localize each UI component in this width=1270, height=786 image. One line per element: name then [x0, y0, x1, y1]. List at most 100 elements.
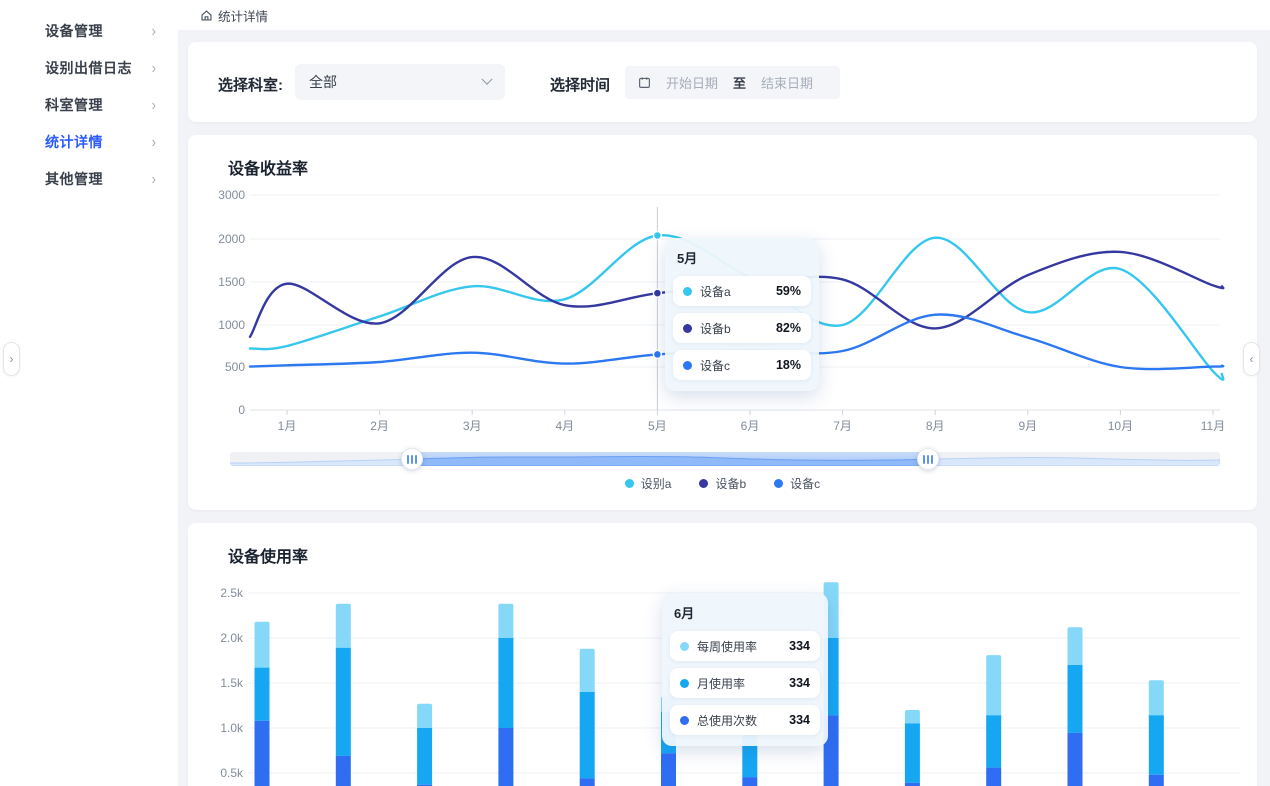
tooltip-month: 5月	[677, 251, 698, 266]
home-icon	[201, 9, 212, 21]
chevron-right-icon: ›	[151, 58, 156, 77]
series-c-dot-icon	[683, 360, 692, 370]
chevron-right-icon: ›	[151, 21, 156, 40]
total-usage-dot-icon	[680, 715, 689, 725]
sidebar-item-label: 其他管理	[45, 170, 103, 187]
y-axis-label: 1.0k	[220, 721, 244, 735]
x-axis-label: 9月	[1018, 419, 1037, 433]
sidebar-item-label: 设别出借日志	[45, 59, 132, 76]
chart-legend: 设别a 设备b 设备c	[188, 475, 1257, 492]
y-axis-labels: 3000 2000 1500 1000 500 0	[218, 188, 245, 417]
start-date-input[interactable]: 开始日期	[666, 76, 719, 91]
x-axis-label: 7月	[833, 419, 852, 433]
usage-tooltip: 6月 每周使用率 334 月使用率 334 总使用次数 334	[662, 593, 828, 746]
department-select[interactable]: 全部	[295, 64, 505, 100]
bar-5月	[579, 648, 595, 786]
series-a-dot-icon	[683, 286, 692, 296]
sidebar: 设备管理 › 设别出借日志 › 科室管理 › 统计详情 › 其他管理 ›	[0, 0, 178, 786]
y-axis-label: 2000	[218, 232, 245, 246]
y-axis-label: 3000	[218, 188, 245, 202]
legend-item-b[interactable]: 设备b	[699, 475, 746, 492]
monthly-usage-dot-icon	[680, 678, 689, 688]
sidebar-nav: 设备管理 › 设别出借日志 › 科室管理 › 统计详情 › 其他管理 ›	[0, 0, 178, 197]
x-axis-label: 2月	[370, 419, 389, 433]
y-axis-labels: 2.5k 2.0k 1.5k 1.0k 0.5k	[220, 586, 244, 780]
y-axis-label: 1.5k	[220, 676, 244, 690]
department-select-value: 全部	[309, 74, 337, 90]
x-axis-label: 8月	[926, 419, 945, 433]
tooltip-month: 6月	[674, 606, 695, 621]
bar-2月	[335, 603, 351, 786]
bar-1月	[254, 621, 270, 786]
bar-10月	[986, 655, 1002, 786]
legend-c-dot-icon	[774, 479, 784, 488]
series-b-dot-icon	[683, 323, 692, 333]
y-axis-label: 0	[238, 403, 245, 417]
bar-4月	[498, 603, 514, 786]
revenue-chart-card: 设备收益率 3000 2000 1500 1000 500 0 1月 2月 3月 4月 5月 6月 7月…	[188, 135, 1257, 510]
y-axis-label: 500	[225, 360, 245, 374]
sidebar-item-0[interactable]: 设备管理 ›	[0, 12, 178, 49]
highlight-point	[652, 230, 663, 241]
x-axis-label: 5月	[648, 419, 667, 433]
y-axis-label: 1000	[218, 318, 245, 332]
tooltip-row: 月使用率 334	[670, 668, 820, 698]
datazoom-left-handle[interactable]	[401, 448, 423, 470]
sidebar-item-2[interactable]: 科室管理 ›	[0, 86, 178, 123]
highlight-point	[652, 349, 663, 360]
weekly-usage-dot-icon	[680, 641, 689, 651]
usage-bar-chart: 2.5k 2.0k 1.5k 1.0k 0.5k	[220, 582, 1240, 786]
date-range-picker[interactable]: 开始日期 至 结束日期	[625, 66, 840, 99]
breadcrumb-title: 统计详情	[218, 9, 269, 24]
datazoom-brush[interactable]	[230, 448, 1220, 470]
legend-a-dot-icon	[624, 479, 634, 488]
calendar-icon	[639, 77, 650, 88]
legend-item-a[interactable]: 设别a	[624, 475, 671, 492]
chevron-right-icon: ›	[151, 95, 156, 114]
x-axis-label: 11月	[1201, 419, 1225, 433]
sidebar-item-4[interactable]: 其他管理 ›	[0, 160, 178, 197]
bar-9月	[904, 710, 920, 786]
bar-3月	[417, 703, 433, 786]
expand-left-panel-button[interactable]: ›	[3, 342, 20, 376]
x-axis: 1月 2月 3月 4月 5月 6月 7月 8月 9月 10月 11月	[278, 410, 1225, 433]
y-axis-label: 0.5k	[220, 766, 244, 780]
department-filter-label: 选择科室:	[218, 77, 283, 94]
sidebar-item-label: 设备管理	[45, 22, 103, 39]
bar-11月	[1067, 627, 1083, 786]
x-axis-label: 3月	[463, 419, 482, 433]
revenue-chart-title: 设备收益率	[228, 161, 309, 178]
end-date-input[interactable]: 结束日期	[761, 76, 814, 91]
sidebar-item-3[interactable]: 统计详情 ›	[0, 123, 178, 160]
bar-12月	[1148, 680, 1164, 786]
y-axis-label: 2.0k	[220, 631, 244, 645]
tooltip-row: 每周使用率 334	[670, 631, 820, 661]
legend-b-dot-icon	[699, 479, 709, 488]
x-axis-label: 4月	[555, 419, 574, 433]
filter-card: 选择科室: 全部 选择时间 开始日期 至 结束日期	[188, 42, 1257, 122]
tooltip-row: 总使用次数 334	[670, 705, 820, 735]
chevron-right-icon: ›	[151, 169, 156, 188]
datazoom-shadow	[230, 452, 1220, 466]
x-axis-label: 1月	[278, 419, 297, 433]
revenue-tooltip: 5月 设备a 59% 设备b 82% 设备c 18%	[665, 238, 819, 391]
datazoom-right-handle[interactable]	[917, 448, 939, 470]
usage-chart-title: 设备使用率	[228, 549, 309, 566]
sidebar-item-1[interactable]: 设别出借日志 ›	[0, 49, 178, 86]
chevron-down-icon	[481, 73, 493, 85]
topbar: 统计详情	[178, 0, 1270, 30]
y-axis-label: 2.5k	[220, 586, 244, 600]
sidebar-item-label: 科室管理	[45, 96, 103, 113]
breadcrumb[interactable]: 统计详情	[200, 6, 268, 25]
chevron-right-icon: ›	[151, 132, 156, 151]
tooltip-row: 设备b 82%	[673, 313, 811, 343]
legend-item-c[interactable]: 设备c	[774, 475, 820, 492]
usage-chart-card: 设备使用率 2.5k 2.0k 1.5k 1.0k 0.5k 6月 每周使用率 334 …	[188, 523, 1257, 786]
collapse-right-panel-button[interactable]: ‹	[1243, 342, 1260, 376]
x-axis-label: 6月	[741, 419, 760, 433]
time-filter-label: 选择时间	[550, 77, 611, 94]
tooltip-row: 设备a 59%	[673, 276, 811, 306]
x-axis-label: 10月	[1108, 419, 1133, 433]
date-separator: 至	[733, 76, 747, 91]
